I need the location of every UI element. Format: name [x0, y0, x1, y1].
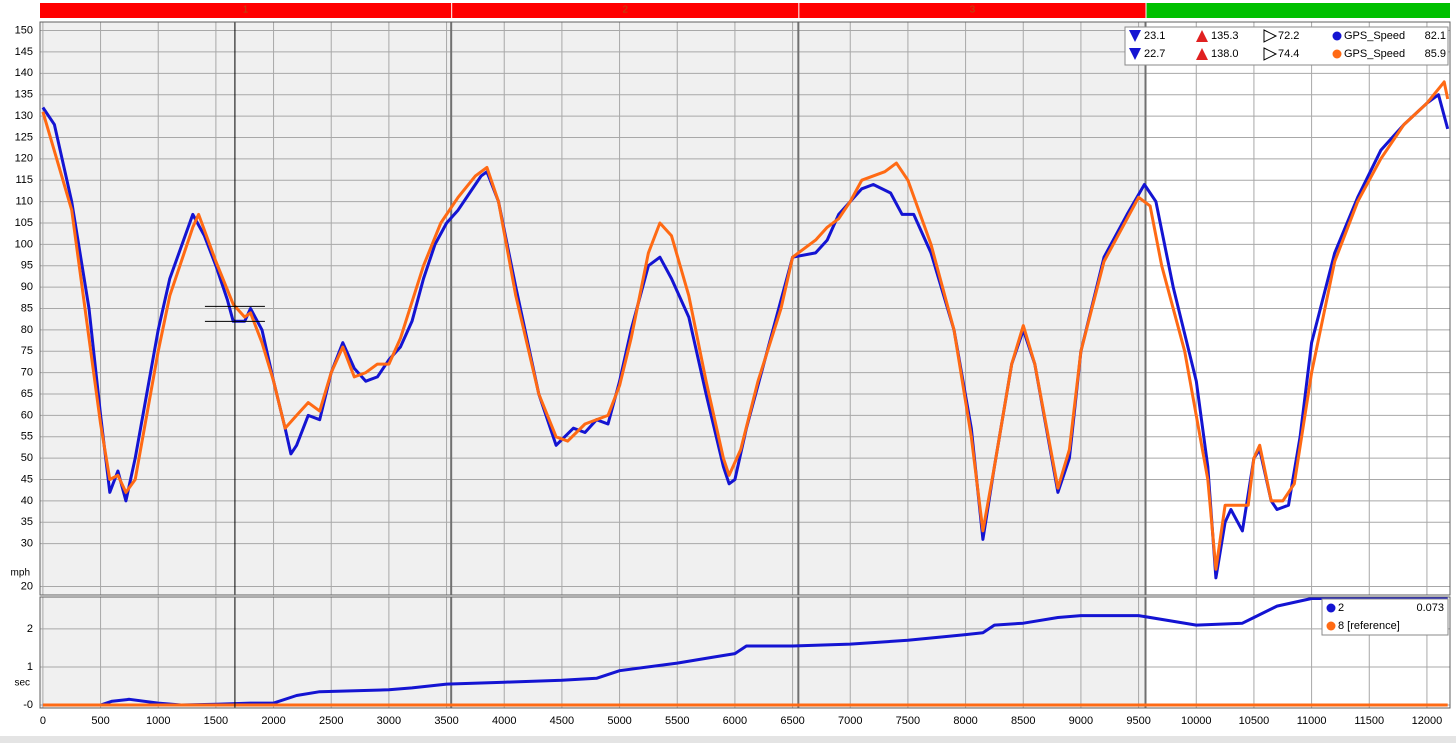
y-tick-label: 85 — [21, 302, 33, 314]
x-tick-label: 7000 — [838, 715, 862, 727]
legend-name: 8 [reference] — [1338, 620, 1400, 632]
y-tick-label: 65 — [21, 388, 33, 400]
y-tick-label: 40 — [21, 495, 33, 507]
sector-label: 1 — [243, 5, 249, 16]
x-tick-label: 9500 — [1126, 715, 1150, 727]
sector — [452, 3, 799, 18]
legend-name: GPS_Speed — [1344, 48, 1405, 60]
legend-marker — [1326, 603, 1336, 613]
x-tick-label: 10500 — [1239, 715, 1270, 727]
y-tick-label: 110 — [15, 196, 33, 208]
y-tick-label: 75 — [21, 345, 33, 357]
legend-box — [1321, 598, 1449, 636]
x-tick-label: 3500 — [434, 715, 458, 727]
x-tick-label: 12000 — [1412, 715, 1443, 727]
x-tick-label: 500 — [91, 715, 109, 727]
y-tick-label: 125 — [15, 131, 33, 143]
y-tick-label: -0 — [23, 699, 33, 711]
legend-min: 23.1 — [1144, 30, 1165, 42]
x-tick-label: 7500 — [896, 715, 920, 727]
y-tick-label: 60 — [21, 409, 33, 421]
x-tick-label: 6000 — [723, 715, 747, 727]
min-icon — [1129, 48, 1141, 60]
y-tick-label: 95 — [21, 260, 33, 272]
mean-icon — [1263, 47, 1278, 61]
plot-frame — [39, 21, 1451, 596]
legend-max: 135.3 — [1211, 30, 1239, 42]
x-tick-label: 9000 — [1069, 715, 1093, 727]
plot-frame — [39, 596, 1451, 709]
legend-min: 22.7 — [1144, 48, 1165, 60]
y-tick-label: 90 — [21, 281, 33, 293]
sector — [1146, 3, 1450, 18]
max-icon — [1196, 30, 1208, 42]
y-tick-label: 150 — [15, 24, 33, 36]
y-tick-label: 130 — [15, 110, 33, 122]
x-tick-label: 6500 — [780, 715, 804, 727]
series-line — [41, 80, 1450, 571]
legend-max: 138.0 — [1211, 48, 1239, 60]
legend-box — [1124, 26, 1449, 66]
sector-label: 2 — [622, 5, 628, 16]
x-tick-label: 11500 — [1354, 715, 1384, 727]
x-tick-label: 2500 — [319, 715, 343, 727]
legend-name: 2 — [1338, 602, 1344, 614]
x-tick-label: 8000 — [953, 715, 977, 727]
legend-marker — [1332, 49, 1342, 59]
x-tick-label: 2000 — [261, 715, 285, 727]
sector — [799, 3, 1146, 18]
x-tick-label: 4500 — [550, 715, 574, 727]
legend-mean: 74.4 — [1278, 48, 1299, 60]
x-tick-label: 1000 — [146, 715, 170, 727]
y-tick-label: 35 — [21, 516, 33, 528]
y-tick-label: 20 — [21, 580, 33, 592]
y-tick-label: 70 — [21, 367, 33, 379]
legend-name: GPS_Speed — [1344, 30, 1405, 42]
y-tick-label: 80 — [21, 324, 33, 336]
x-tick-label: 1500 — [204, 715, 228, 727]
x-tick-label: 5000 — [607, 715, 631, 727]
x-tick-label: 5500 — [665, 715, 689, 727]
status-strip — [0, 736, 1456, 743]
x-tick-label: 0 — [40, 715, 46, 727]
x-tick-label: 10000 — [1181, 715, 1212, 727]
y-tick-label: 100 — [15, 238, 33, 250]
sector-label: 3 — [970, 5, 976, 16]
x-tick-label: 8500 — [1011, 715, 1035, 727]
x-tick-label: 3000 — [377, 715, 401, 727]
y-tick-label: 145 — [15, 46, 33, 58]
y-tick-label: 140 — [15, 67, 33, 79]
max-icon — [1196, 48, 1208, 60]
x-tick-label: 11000 — [1297, 715, 1327, 727]
y-axis-label: mph — [11, 568, 30, 579]
legend-value: 0.073 — [1416, 602, 1444, 614]
min-icon — [1129, 30, 1141, 42]
legend-marker — [1326, 621, 1336, 631]
sector — [40, 3, 452, 18]
mean-icon — [1263, 29, 1278, 43]
y-tick-label: 135 — [15, 89, 33, 101]
y-tick-label: 30 — [21, 538, 33, 550]
y-tick-label: 45 — [21, 473, 33, 485]
y-tick-label: 2 — [27, 623, 33, 635]
legend-marker — [1332, 31, 1342, 41]
legend-value: 82.1 — [1425, 30, 1446, 42]
x-tick-label: 4000 — [492, 715, 516, 727]
y-tick-label: 105 — [15, 217, 33, 229]
legend-value: 85.9 — [1425, 48, 1446, 60]
y-tick-label: 1 — [27, 661, 33, 673]
y-tick-label: 120 — [15, 153, 33, 165]
y-tick-label: 55 — [21, 431, 33, 443]
y-axis-label: sec — [14, 678, 30, 689]
y-tick-label: 115 — [15, 174, 33, 186]
legend-mean: 72.2 — [1278, 30, 1299, 42]
y-tick-label: 50 — [21, 452, 33, 464]
